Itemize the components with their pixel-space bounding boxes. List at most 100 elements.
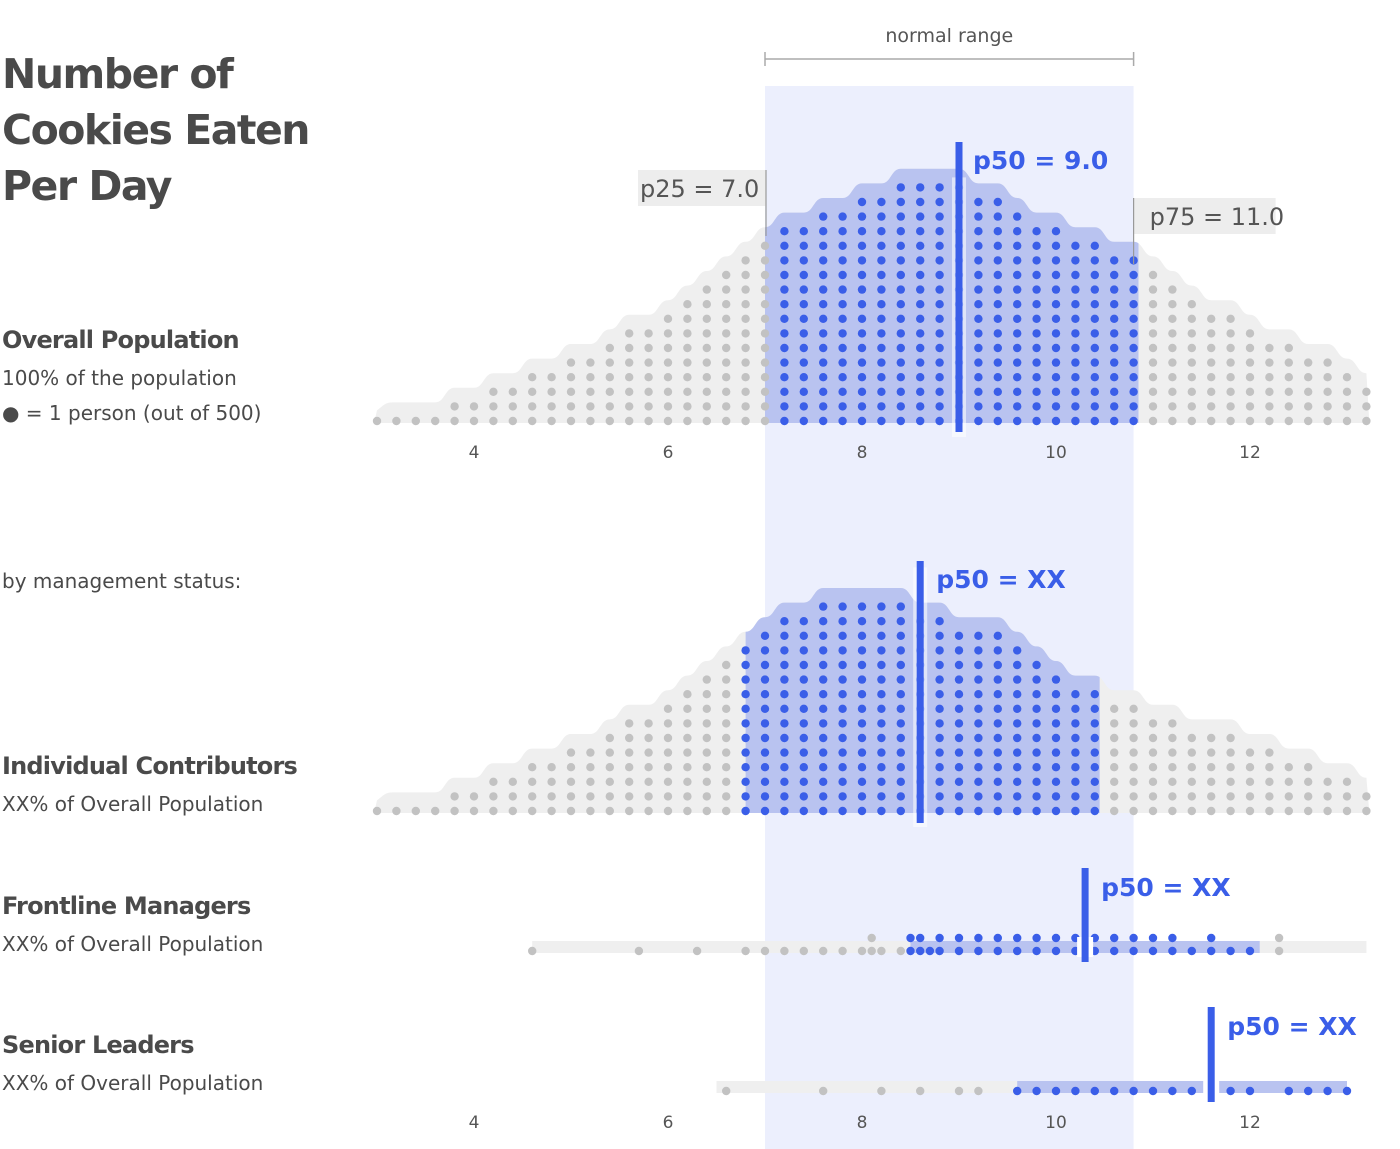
ic-dot: [1168, 777, 1177, 786]
overall-dot: [857, 270, 867, 280]
ic-dot: [1110, 806, 1119, 816]
senior-leaders-label: Senior Leaders: [2, 1031, 195, 1059]
ic-dot: [1013, 660, 1022, 670]
ic-dot: [935, 806, 944, 816]
x-axis-top-tick-8: 8: [857, 443, 868, 463]
overall-dot: [896, 212, 905, 221]
overall-dot: [1362, 387, 1371, 396]
fm-dot: [1187, 946, 1197, 956]
overall-dot: [838, 358, 847, 367]
ic-dot: [819, 704, 828, 713]
overall-dot: [1013, 256, 1022, 265]
fm-dot: [1032, 933, 1041, 943]
overall-dot: [974, 329, 983, 338]
overall-dot: [1090, 358, 1100, 367]
overall-dot: [1226, 416, 1235, 426]
individual-contributors-subtitle: XX% of Overall Population: [2, 792, 264, 816]
overall-dot: [625, 358, 634, 367]
overall-dot: [799, 241, 808, 250]
overall-dot: [1129, 285, 1138, 294]
overall-dot: [760, 416, 770, 426]
overall-dot: [857, 314, 867, 323]
overall-dot: [935, 358, 944, 367]
overall-dot: [974, 300, 983, 309]
ic-dot: [896, 733, 905, 743]
overall-dot: [644, 343, 653, 353]
ic-dot: [1187, 748, 1197, 757]
ic-dot: [1148, 719, 1158, 728]
overall-dot: [780, 241, 789, 250]
overall-dot: [1207, 373, 1216, 382]
ic-dot: [974, 646, 983, 655]
overall-dot: [702, 416, 711, 426]
overall-dot: [1032, 358, 1041, 367]
ic-dot: [1168, 719, 1177, 728]
overall-dot: [1071, 300, 1080, 309]
overall-dot: [1032, 300, 1041, 309]
ic-dot: [1342, 792, 1352, 801]
ic-dot: [605, 792, 614, 801]
overall-dot: [702, 329, 711, 338]
overall-dot: [857, 373, 867, 382]
overall-dot: [916, 197, 925, 207]
ic-dot: [625, 806, 634, 816]
ic-dot: [954, 719, 964, 728]
overall-dot: [993, 270, 1002, 280]
frontline-managers-distribution: [528, 868, 1367, 962]
overall-dot: [838, 329, 847, 338]
overall-dot: [683, 416, 692, 426]
overall-dot: [896, 402, 905, 411]
fm-dot: [1051, 933, 1061, 943]
overall-dot: [896, 329, 905, 338]
ic-dot: [644, 792, 653, 801]
ic-dot: [1168, 733, 1177, 743]
overall-dot: [1284, 343, 1294, 353]
ic-dot: [683, 777, 692, 786]
overall-dot: [1226, 314, 1235, 323]
overall-dot: [857, 358, 867, 367]
p75-label: p75 = 11.0: [1150, 203, 1285, 231]
overall-dot: [974, 212, 983, 221]
overall-dot: [1148, 402, 1158, 411]
ic-dot: [1284, 792, 1294, 801]
ic-dot: [877, 675, 886, 684]
ic-dot: [1168, 748, 1177, 757]
overall-dot: [819, 212, 828, 221]
ic-dot: [819, 602, 828, 611]
overall-dot: [1187, 402, 1197, 411]
overall-dot: [741, 402, 750, 411]
ic-dot: [741, 690, 750, 699]
ic-dot: [838, 763, 847, 772]
ic-dot: [877, 704, 886, 713]
sl-dot: [1110, 1086, 1119, 1096]
ic-dot: [1032, 704, 1041, 713]
sl-dot: [1304, 1086, 1313, 1096]
overall-dot: [1032, 227, 1041, 236]
ic-dot: [1032, 748, 1041, 757]
overall-dot: [877, 241, 886, 250]
fm-dot: [1032, 946, 1041, 956]
overall-dot: [1245, 329, 1255, 338]
ic-dot: [993, 748, 1002, 757]
x-axis-top: 4 6 8 10 12: [469, 443, 1261, 463]
overall-dot: [1342, 373, 1352, 382]
ic-dot: [1187, 806, 1197, 816]
fm-dot: [1274, 946, 1284, 956]
overall-dot: [741, 314, 750, 323]
overall-dot: [469, 416, 479, 426]
overall-dot: [760, 285, 770, 294]
overall-dot: [896, 343, 905, 353]
overall-dot: [1032, 329, 1041, 338]
overall-dot: [780, 387, 789, 396]
x-axis-bottom-tick-10: 10: [1045, 1113, 1067, 1133]
ic-dot: [819, 617, 828, 626]
overall-dot: [1148, 300, 1158, 309]
overall-dot: [528, 416, 537, 426]
overall-dot: [644, 416, 653, 426]
overall-dot: [993, 256, 1002, 265]
ic-dot: [993, 719, 1002, 728]
ic-dot: [993, 733, 1002, 743]
ic-dot: [1304, 792, 1313, 801]
ic-dot: [838, 602, 847, 611]
ic-dot: [993, 675, 1002, 684]
